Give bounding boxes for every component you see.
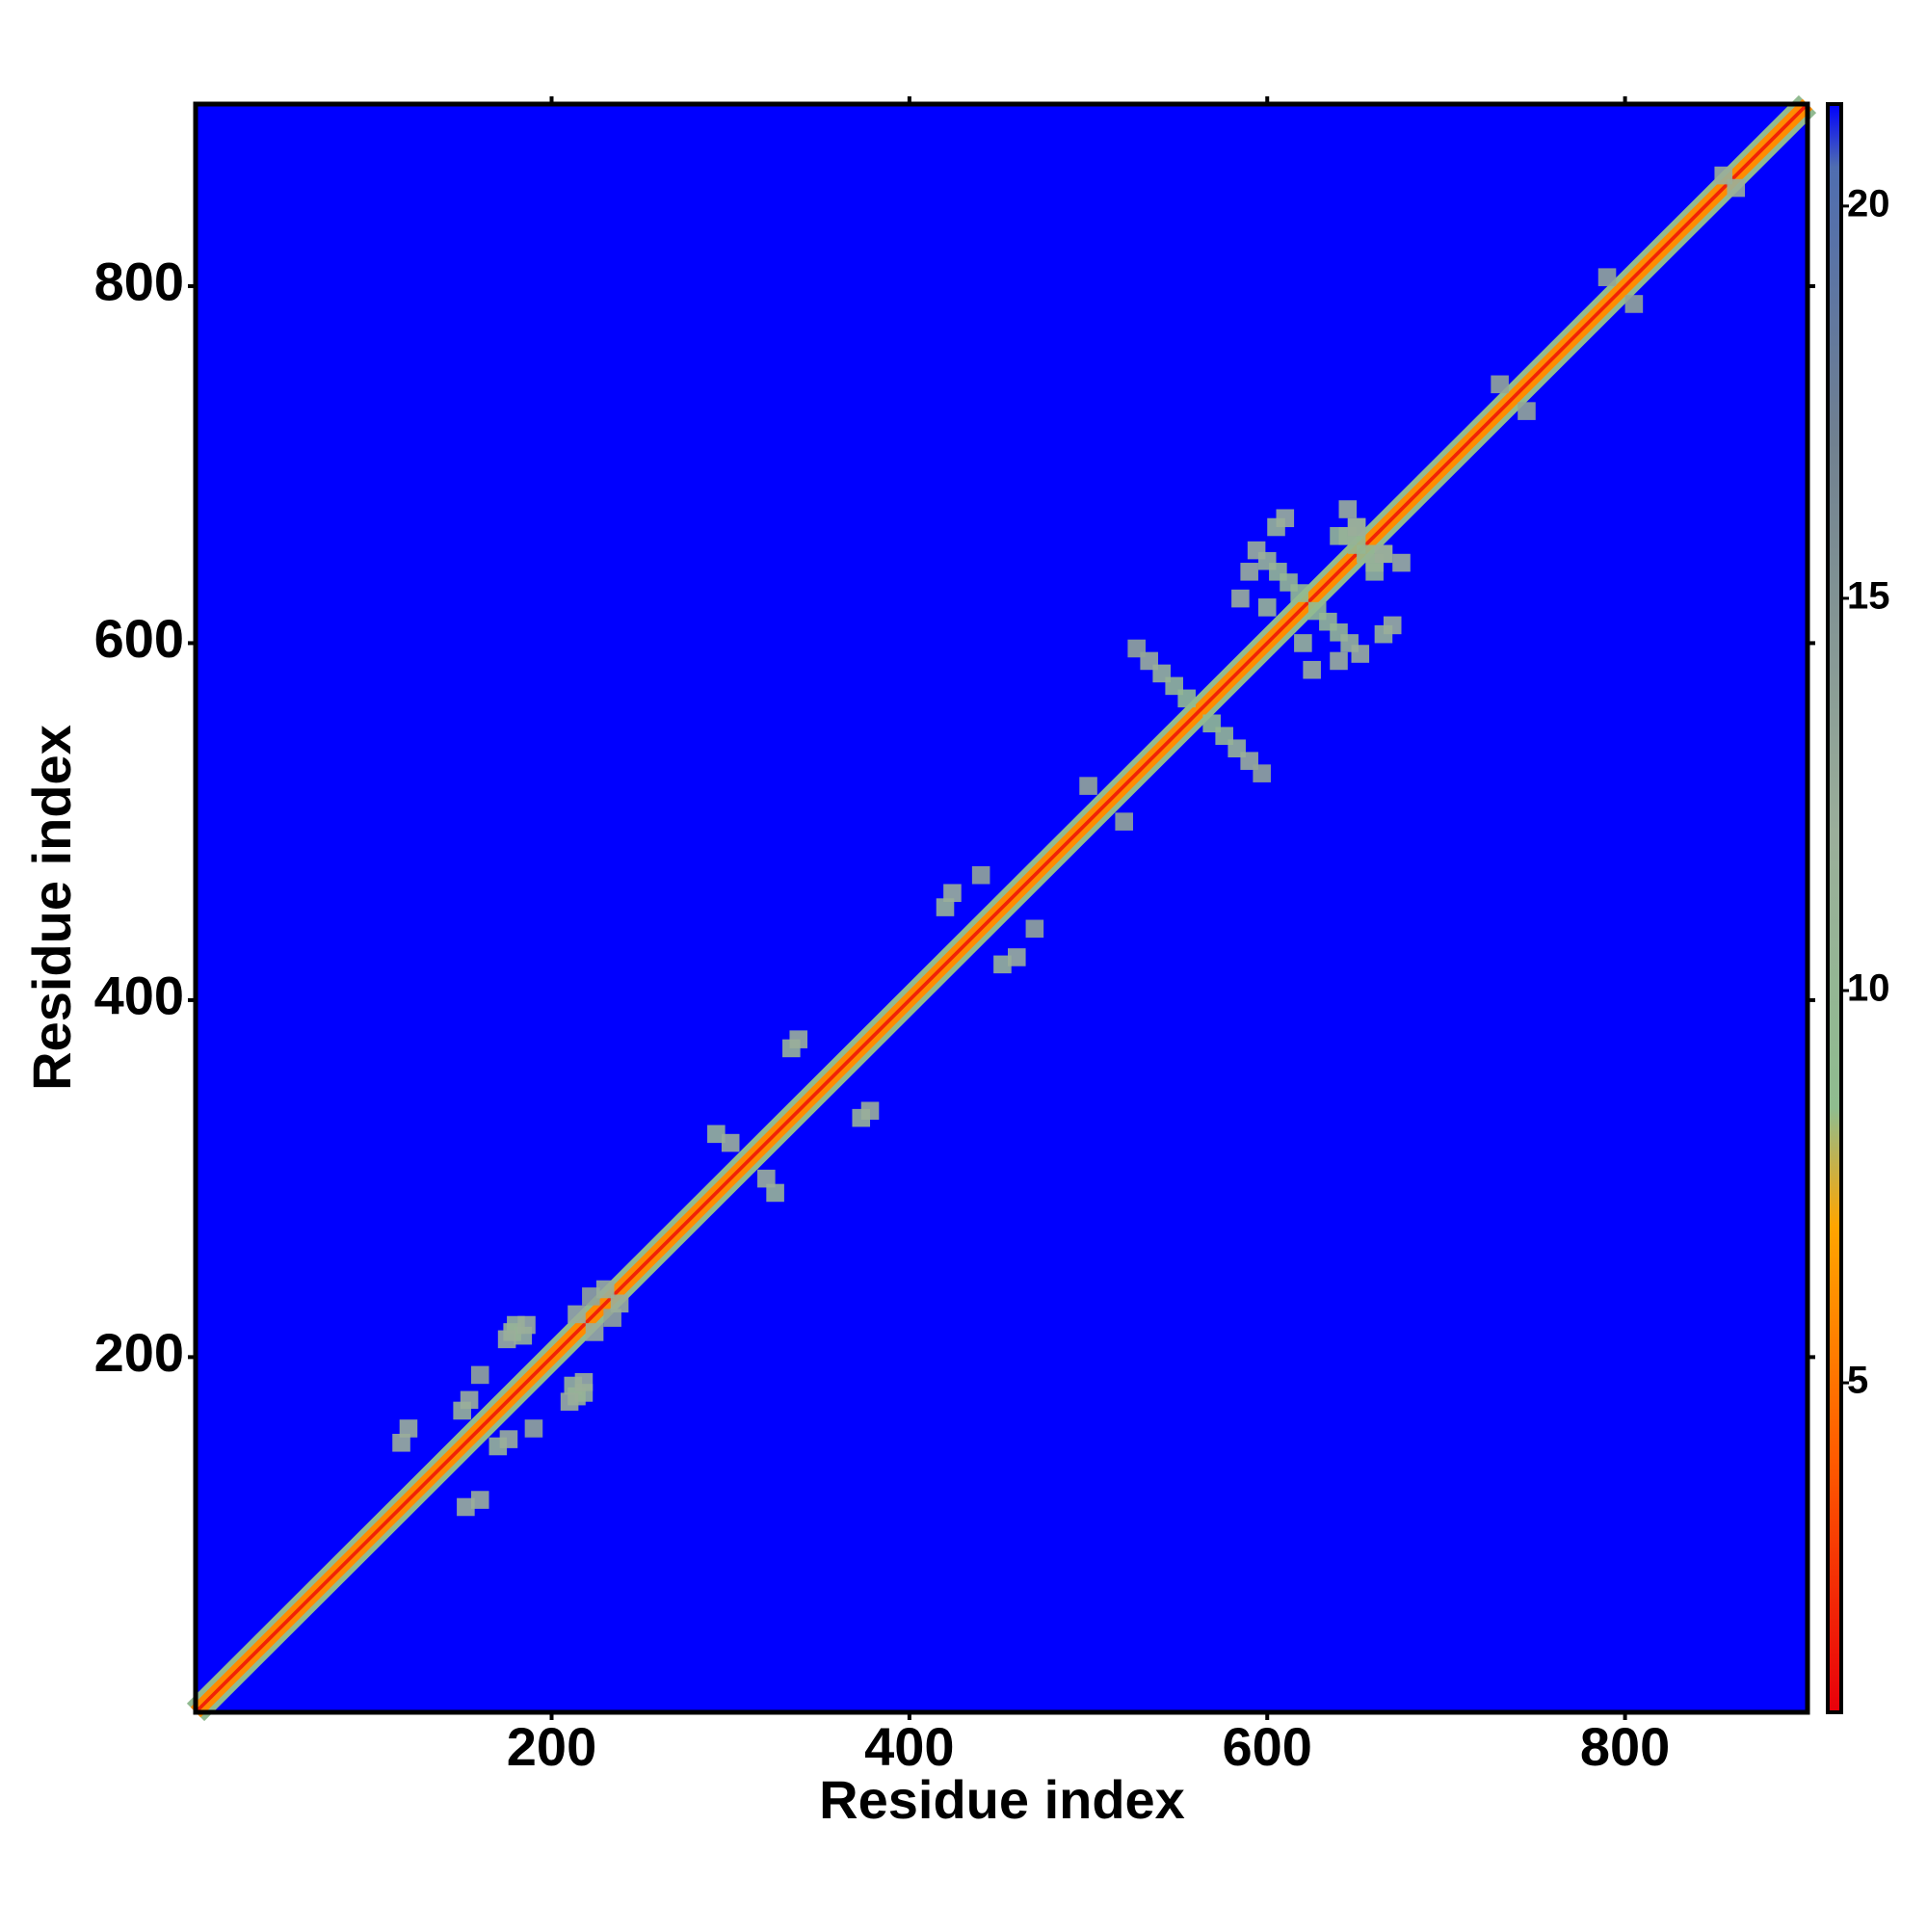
contact-cell [568, 1305, 586, 1324]
contact-cell [1115, 812, 1133, 831]
contact-cell [707, 1125, 726, 1144]
contact-cell [517, 1315, 536, 1335]
contact-cell [1727, 178, 1746, 198]
contact-cell [1338, 500, 1358, 518]
contact-cell [1294, 634, 1312, 652]
contact-cell [936, 898, 955, 916]
y-axis-title: Residue index [21, 725, 82, 1091]
x-tick-label: 400 [864, 1716, 954, 1777]
contact-cell [1491, 375, 1509, 394]
contact-cell [1624, 295, 1644, 313]
contact-cell [1231, 589, 1250, 608]
contact-cell [603, 1309, 621, 1327]
contact-cell [1276, 509, 1295, 528]
contact-cell [470, 1365, 489, 1385]
contact-cell [457, 1497, 475, 1517]
contact-cell [1518, 402, 1536, 420]
contact-cell [585, 1323, 604, 1341]
contact-cell [1247, 541, 1266, 560]
contact-cell [524, 1419, 543, 1438]
contact-cell [1383, 616, 1402, 635]
contact-cell [943, 884, 962, 903]
contact-cell [757, 1169, 776, 1188]
contact-cell [993, 955, 1012, 974]
contact-cell [1007, 948, 1026, 966]
colorbar-tick-label: 15 [1847, 574, 1890, 617]
contact-cell [1303, 660, 1321, 679]
plot-frame [193, 101, 1810, 1715]
colorbar-tick-label: 20 [1847, 182, 1890, 225]
contact-cell [399, 1419, 418, 1438]
contact-cell [1374, 544, 1393, 564]
contact-cell [789, 1030, 808, 1048]
contact-cell [497, 1330, 516, 1349]
contact-cell [499, 1430, 518, 1448]
diagonal-band [194, 102, 1809, 1714]
y-tick-label: 200 [94, 1322, 184, 1383]
y-tick-label: 400 [94, 966, 184, 1026]
colorbar [1826, 102, 1843, 1714]
contact-cell [721, 1133, 740, 1152]
contact-cell [392, 1434, 410, 1452]
y-tick-label: 800 [94, 251, 184, 312]
contact-cell [860, 1101, 880, 1121]
contact-cell [1127, 639, 1146, 658]
contact-cell [1330, 651, 1348, 671]
contact-cell [560, 1392, 579, 1411]
x-axis-title: Residue index [819, 1769, 1185, 1830]
contact-cell [1257, 598, 1277, 617]
contact-cell [470, 1491, 489, 1509]
contact-cell [574, 1373, 594, 1391]
contact-cell [460, 1390, 479, 1410]
contact-cell [1597, 268, 1617, 286]
contact-cell [766, 1183, 784, 1203]
contact-cell [1392, 553, 1411, 572]
contact-cell [1240, 563, 1258, 581]
contact-cell [1253, 764, 1271, 782]
contact-cell [595, 1280, 615, 1299]
x-tick-label: 600 [1223, 1716, 1312, 1777]
contact-cell [1079, 777, 1097, 795]
contact-cell [610, 1294, 629, 1313]
colorbar-tick-label: 5 [1847, 1360, 1868, 1402]
contact-cell [582, 1287, 600, 1306]
x-tick-label: 200 [507, 1716, 596, 1777]
colorbar-tick-label: 10 [1847, 967, 1890, 1010]
x-tick-label: 800 [1580, 1716, 1670, 1777]
contact-cell [1347, 517, 1366, 537]
contact-cell [971, 865, 990, 885]
contact-cell [1351, 645, 1370, 663]
y-tick-label: 600 [94, 608, 184, 669]
contact-cell [1025, 919, 1044, 939]
